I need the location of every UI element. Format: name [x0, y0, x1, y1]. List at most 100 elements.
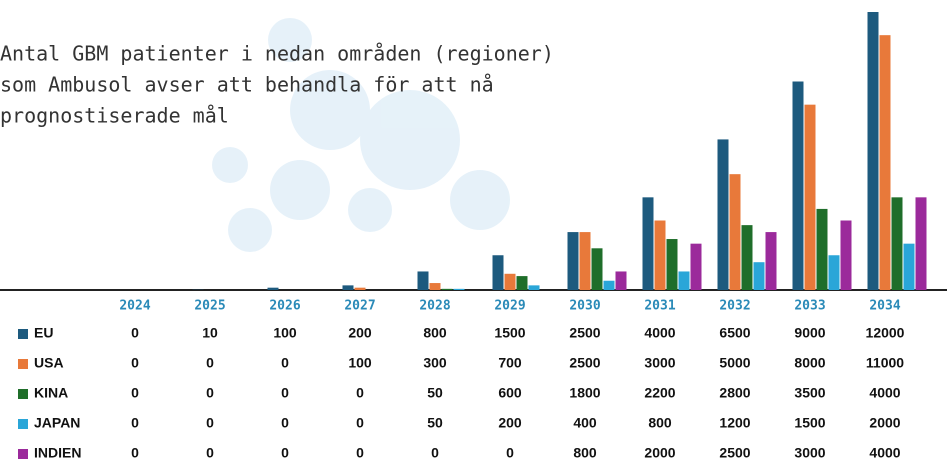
- data-label: 0: [131, 445, 139, 461]
- data-label: 0: [281, 355, 289, 371]
- data-label: 50: [427, 385, 443, 401]
- x-tick-label: 2026: [269, 299, 300, 314]
- bar: [915, 197, 927, 290]
- bar: [792, 81, 804, 290]
- data-label: 0: [506, 445, 514, 461]
- data-label: 0: [356, 385, 364, 401]
- legend-swatch: [18, 329, 28, 339]
- bar: [516, 276, 528, 290]
- data-label: 100: [348, 355, 372, 371]
- bar: [840, 220, 852, 290]
- legend-swatch: [18, 449, 28, 459]
- bar: [690, 243, 702, 290]
- x-tick-label: 2029: [494, 299, 525, 314]
- data-label: 0: [281, 445, 289, 461]
- data-label: 2500: [569, 355, 600, 371]
- data-label: 4000: [644, 325, 675, 341]
- data-label: 2000: [644, 445, 675, 461]
- data-label: 0: [131, 415, 139, 431]
- data-label: 800: [573, 445, 597, 461]
- bar: [354, 287, 366, 290]
- bar: [753, 262, 765, 290]
- data-label: 0: [431, 445, 439, 461]
- bar: [591, 248, 603, 290]
- data-label: 1200: [719, 415, 750, 431]
- bar: [729, 174, 741, 290]
- legend-swatch: [18, 419, 28, 429]
- data-label: 10: [202, 325, 218, 341]
- x-tick-label: 2025: [194, 299, 225, 314]
- data-label: 700: [498, 355, 522, 371]
- bar: [765, 232, 777, 290]
- data-label: 0: [281, 415, 289, 431]
- x-tick-label: 2032: [719, 299, 750, 314]
- data-label: 0: [131, 355, 139, 371]
- legend-label: EU: [34, 325, 53, 341]
- bar: [417, 271, 429, 290]
- x-tick-label: 2024: [119, 299, 150, 314]
- bar: [579, 232, 591, 290]
- data-label: 0: [206, 355, 214, 371]
- bar: [654, 220, 666, 290]
- bar: [828, 255, 840, 290]
- x-tick-label: 2033: [794, 299, 825, 314]
- bar: [567, 232, 579, 290]
- data-label: 3500: [794, 385, 825, 401]
- data-label: 2000: [869, 415, 900, 431]
- data-label: 2800: [719, 385, 750, 401]
- bar: [429, 283, 441, 290]
- bar: [492, 255, 504, 290]
- legend-swatch: [18, 359, 28, 369]
- legend-label: USA: [34, 355, 64, 371]
- bar: [666, 239, 678, 290]
- data-label: 0: [206, 415, 214, 431]
- data-label: 0: [206, 385, 214, 401]
- data-label: 400: [573, 415, 597, 431]
- data-label: 0: [281, 385, 289, 401]
- bar: [891, 197, 903, 290]
- data-label: 1800: [569, 385, 600, 401]
- data-label: 2200: [644, 385, 675, 401]
- data-label: 11000: [866, 355, 904, 371]
- data-label: 800: [648, 415, 672, 431]
- bar: [504, 273, 516, 290]
- bar: [342, 285, 354, 290]
- bar: [267, 287, 279, 290]
- bar: [453, 288, 465, 290]
- data-label: 12000: [866, 325, 905, 341]
- legend-label: KINA: [34, 385, 68, 401]
- bar: [642, 197, 654, 290]
- data-label: 0: [131, 325, 139, 341]
- bar: [717, 139, 729, 290]
- data-label: 0: [356, 415, 364, 431]
- data-label: 2500: [569, 325, 600, 341]
- bar: [879, 35, 891, 290]
- x-tick-label: 2030: [569, 299, 600, 314]
- data-label: 0: [206, 445, 214, 461]
- chart-title: som Ambusol avser att behandla för att n…: [0, 73, 494, 97]
- legend-label: INDIEN: [34, 445, 81, 461]
- data-label: 5000: [719, 355, 750, 371]
- bar: [528, 285, 540, 290]
- data-label: 800: [423, 325, 447, 341]
- data-label: 0: [356, 445, 364, 461]
- data-label: 4000: [869, 445, 900, 461]
- data-label: 300: [423, 355, 447, 371]
- data-label: 0: [131, 385, 139, 401]
- data-label: 200: [348, 325, 372, 341]
- data-label: 3000: [644, 355, 675, 371]
- x-tick-label: 2028: [419, 299, 450, 314]
- data-label: 1500: [794, 415, 825, 431]
- chart-title: Antal GBM patienter i nedan områden (reg…: [0, 42, 554, 66]
- bar: [615, 271, 627, 290]
- bar: [441, 288, 453, 290]
- data-label: 8000: [794, 355, 825, 371]
- x-tick-label: 2027: [344, 299, 375, 314]
- data-label: 2500: [719, 445, 750, 461]
- bar: [603, 280, 615, 290]
- bar: [678, 271, 690, 290]
- bar: [741, 225, 753, 290]
- data-label: 100: [273, 325, 297, 341]
- data-label: 1500: [494, 325, 525, 341]
